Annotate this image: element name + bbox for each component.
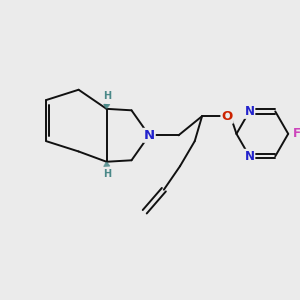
Text: N: N [244,150,254,163]
Text: O: O [221,110,233,123]
Text: H: H [103,92,111,101]
Text: H: H [103,169,111,179]
Text: F: F [292,127,300,140]
Text: N: N [244,105,254,118]
Text: N: N [144,129,155,142]
